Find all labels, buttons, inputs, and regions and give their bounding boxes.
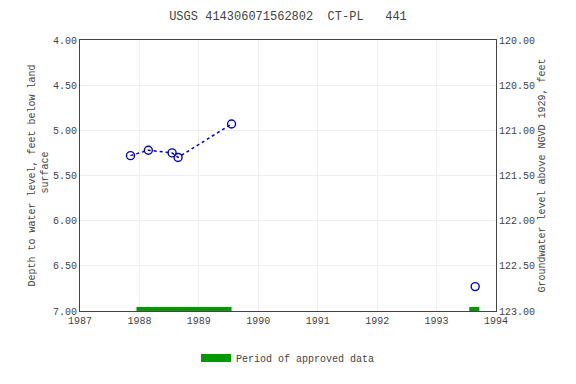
- svg-text:123.00: 123.00: [499, 307, 535, 318]
- svg-text:1989: 1989: [187, 316, 211, 327]
- svg-text:1994: 1994: [484, 316, 508, 327]
- svg-text:1991: 1991: [306, 316, 330, 327]
- svg-text:Groundwater level above NGVD 1: Groundwater level above NGVD 1929, feet: [537, 58, 548, 292]
- svg-text:122.00: 122.00: [499, 216, 535, 227]
- svg-text:4.00: 4.00: [53, 36, 77, 47]
- svg-text:120.00: 120.00: [499, 36, 535, 47]
- svg-text:5.00: 5.00: [53, 126, 77, 137]
- svg-text:Period of approved data: Period of approved data: [236, 354, 374, 365]
- svg-text:122.50: 122.50: [499, 261, 535, 272]
- svg-text:Depth to water level, feet bel: Depth to water level, feet below land su…: [27, 64, 51, 286]
- svg-text:121.00: 121.00: [499, 126, 535, 137]
- svg-text:USGS 414306071562802 CT-PL: USGS 414306071562802 CT-PL 441: [169, 10, 407, 24]
- svg-text:1987: 1987: [68, 316, 92, 327]
- svg-text:1988: 1988: [127, 316, 151, 327]
- svg-text:6.50: 6.50: [53, 261, 77, 272]
- svg-text:1992: 1992: [365, 316, 389, 327]
- svg-text:121.50: 121.50: [499, 171, 535, 182]
- svg-text:120.50: 120.50: [499, 81, 535, 92]
- svg-text:6.00: 6.00: [53, 216, 77, 227]
- svg-text:5.50: 5.50: [53, 171, 77, 182]
- svg-text:1993: 1993: [425, 316, 449, 327]
- svg-text:4.50: 4.50: [53, 81, 77, 92]
- svg-text:7.00: 7.00: [53, 307, 77, 318]
- svg-text:1990: 1990: [246, 316, 270, 327]
